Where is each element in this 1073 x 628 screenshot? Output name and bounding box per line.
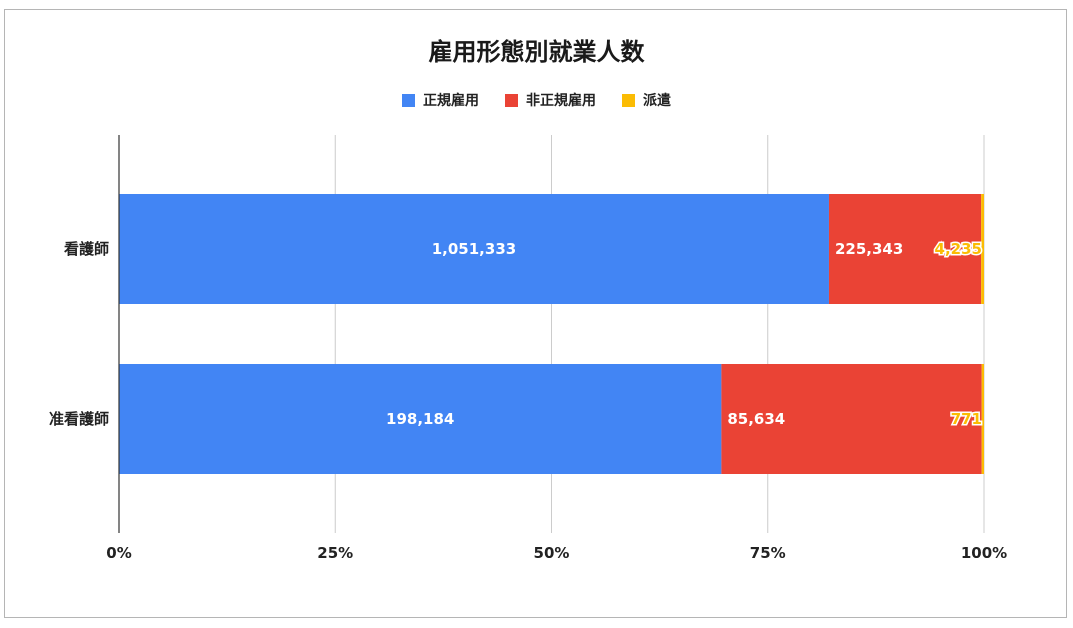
category-label-0: 看護師 — [64, 240, 109, 258]
legend-label-dispatch: 派遣 — [643, 93, 671, 109]
category-label-1: 准看護師 — [49, 410, 109, 428]
legend-swatch-dispatch — [622, 93, 635, 107]
legend-label-nonregular: 非正規雇用 — [526, 93, 596, 109]
data-label-1-0: 198,184 — [386, 410, 454, 428]
legend-swatch-regular — [402, 93, 415, 107]
data-label-0-1: 225,343 — [835, 240, 903, 258]
bar-1-2 — [981, 364, 984, 474]
bar-0-1 — [828, 194, 982, 304]
data-label-1-2: 771 — [951, 410, 982, 428]
legend-item-dispatch[interactable]: 派遣 — [622, 90, 671, 110]
bar-1-0 — [119, 364, 722, 474]
legend-swatch-nonregular — [505, 93, 518, 107]
legend-label-regular: 正規雇用 — [423, 93, 479, 109]
chart-title: 雇用形態別就業人数 — [428, 38, 645, 66]
legend-item-nonregular[interactable]: 非正規雇用 — [505, 90, 596, 110]
legend: 正規雇用 非正規雇用 派遣 — [0, 90, 1073, 110]
x-tick-label-1: 25% — [317, 544, 353, 562]
x-tick-label-4: 100% — [961, 544, 1007, 562]
data-label-1-1: 85,634 — [727, 410, 785, 428]
data-label-0-0: 1,051,333 — [432, 240, 516, 258]
chart-frame — [4, 9, 1067, 618]
bar-1-1 — [721, 364, 982, 474]
data-label-0-2: 4,235 — [935, 240, 982, 258]
bar-0-0 — [119, 194, 829, 304]
x-tick-label-2: 50% — [534, 544, 570, 562]
x-tick-label-0: 0% — [106, 544, 131, 562]
bar-0-2 — [981, 194, 984, 304]
x-tick-label-3: 75% — [750, 544, 786, 562]
legend-item-regular[interactable]: 正規雇用 — [402, 90, 479, 110]
